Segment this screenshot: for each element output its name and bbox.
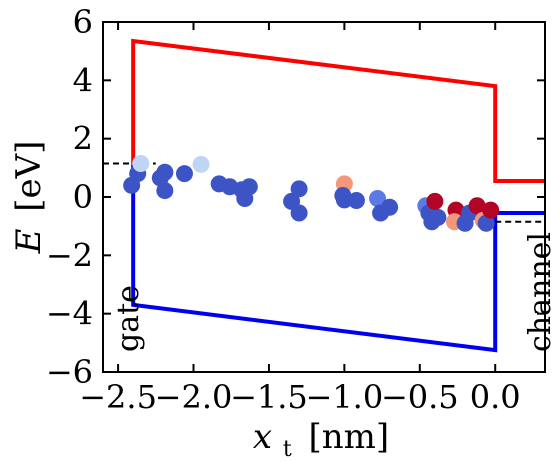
x-tick-label-4: −0.5 bbox=[381, 378, 459, 416]
x-axis-label: x t [nm] bbox=[253, 417, 389, 462]
y-tick-label-1: −4 bbox=[46, 295, 93, 333]
y-axis-symbol: E bbox=[9, 228, 49, 254]
y-tick-label-0: −6 bbox=[46, 353, 93, 391]
y-axis-label: E [eV] bbox=[9, 141, 49, 255]
data-point-20 bbox=[369, 189, 387, 207]
x-tick-label-2: −1.5 bbox=[230, 378, 308, 416]
x-tick-label-1: −2.0 bbox=[155, 378, 233, 416]
data-point-15 bbox=[290, 204, 308, 222]
y-tick-label-3: 0 bbox=[73, 178, 93, 216]
data-point-35 bbox=[482, 201, 500, 219]
x-tick-label-5: 0.0 bbox=[470, 378, 521, 416]
x-axis-subscript: t bbox=[283, 437, 292, 462]
y-tick-label-6: 6 bbox=[73, 3, 93, 41]
data-point-1 bbox=[123, 176, 141, 194]
data-point-18 bbox=[335, 191, 353, 209]
data-point-34 bbox=[477, 214, 495, 232]
data-point-5 bbox=[156, 182, 174, 200]
x-tick-label-0: −2.5 bbox=[79, 378, 157, 416]
data-point-6 bbox=[175, 165, 193, 183]
y-axis-unit: [eV] bbox=[9, 141, 49, 212]
data-point-2 bbox=[132, 154, 150, 172]
valence-band-line bbox=[131, 164, 545, 353]
y-tick-label-2: −2 bbox=[46, 236, 93, 274]
data-point-26 bbox=[429, 208, 447, 226]
channel-label: channel bbox=[523, 232, 553, 352]
data-point-12 bbox=[240, 178, 258, 196]
data-point-4 bbox=[156, 163, 174, 181]
data-point-7 bbox=[192, 155, 210, 173]
x-tick-label-3: −1.0 bbox=[306, 378, 384, 416]
data-point-22 bbox=[381, 198, 399, 216]
y-tick-label-5: 4 bbox=[73, 61, 93, 99]
plot-area bbox=[103, 38, 545, 353]
data-point-14 bbox=[290, 180, 308, 198]
gate-label: gate bbox=[111, 285, 146, 352]
x-axis-unit: [nm] bbox=[308, 417, 389, 457]
conduction-band-line bbox=[131, 38, 545, 183]
x-axis-symbol: x bbox=[253, 417, 272, 457]
plot-layer: −2.5−2.0−1.5−1.0−0.5 0.0 −6 −4 −2 0 2 4 6 bbox=[46, 3, 546, 416]
y-tick-label-4: 2 bbox=[73, 120, 93, 158]
data-point-32 bbox=[468, 197, 486, 215]
data-point-27 bbox=[426, 192, 444, 210]
data-point-19 bbox=[347, 192, 365, 209]
